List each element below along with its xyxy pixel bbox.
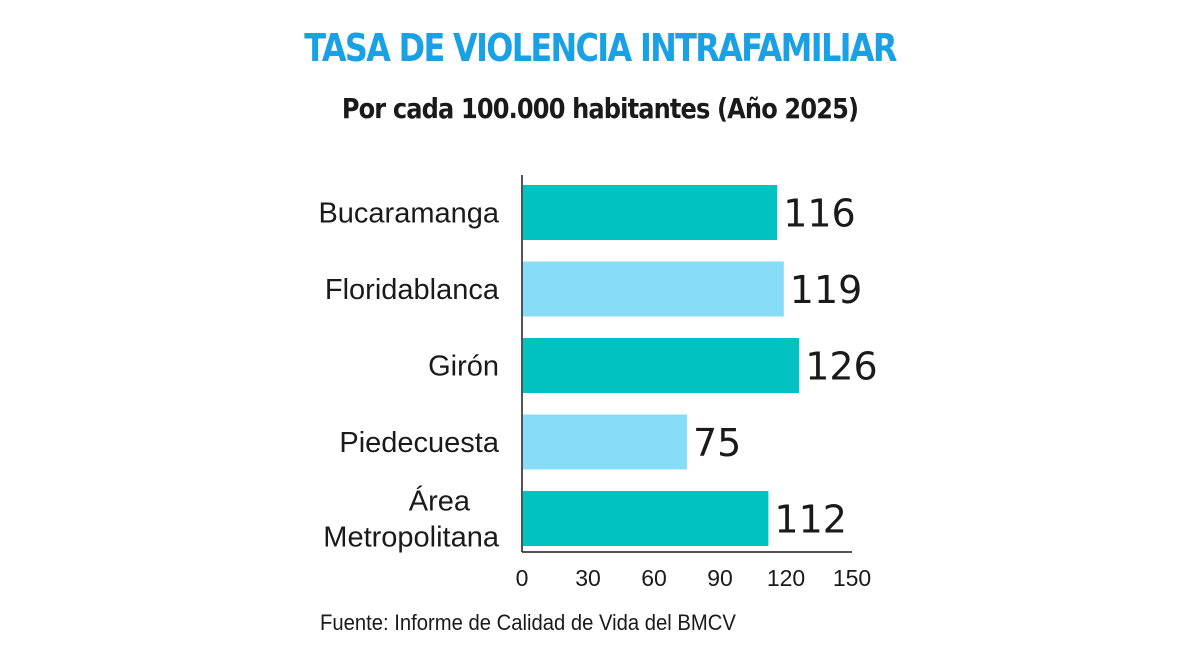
x-tick-label: 90	[707, 565, 733, 591]
bar	[523, 414, 687, 470]
chart-title: TASA DE VIOLENCIA INTRAFAMILIAR	[304, 26, 897, 70]
bar-value-label: 126	[805, 345, 878, 389]
source-note: Fuente: Informe de Calidad de Vida del B…	[320, 610, 736, 635]
bar	[523, 261, 784, 317]
bar-value-label: 112	[774, 498, 847, 542]
x-tick-label: 60	[641, 565, 667, 591]
category-label: Floridablanca	[325, 274, 500, 306]
bar-value-label: 116	[783, 192, 856, 236]
bar-value-label: 75	[693, 421, 741, 465]
category-label: Bucaramanga	[318, 198, 499, 230]
bar	[523, 185, 778, 240]
category-label: Girón	[428, 351, 499, 383]
x-tick-label: 0	[516, 565, 529, 591]
category-label: Piedecuesta	[339, 427, 499, 459]
x-tick-label: 30	[575, 565, 601, 591]
bar-value-label: 119	[790, 268, 863, 312]
bar	[523, 338, 800, 393]
x-tick-label: 150	[833, 565, 871, 591]
category-label: Área	[409, 485, 471, 518]
chart-subtitle: Por cada 100.000 habitantes (Año 2025)	[341, 92, 859, 125]
category-label: Metropolitana	[323, 522, 500, 554]
bar	[523, 491, 769, 546]
x-tick-label: 120	[767, 565, 805, 591]
